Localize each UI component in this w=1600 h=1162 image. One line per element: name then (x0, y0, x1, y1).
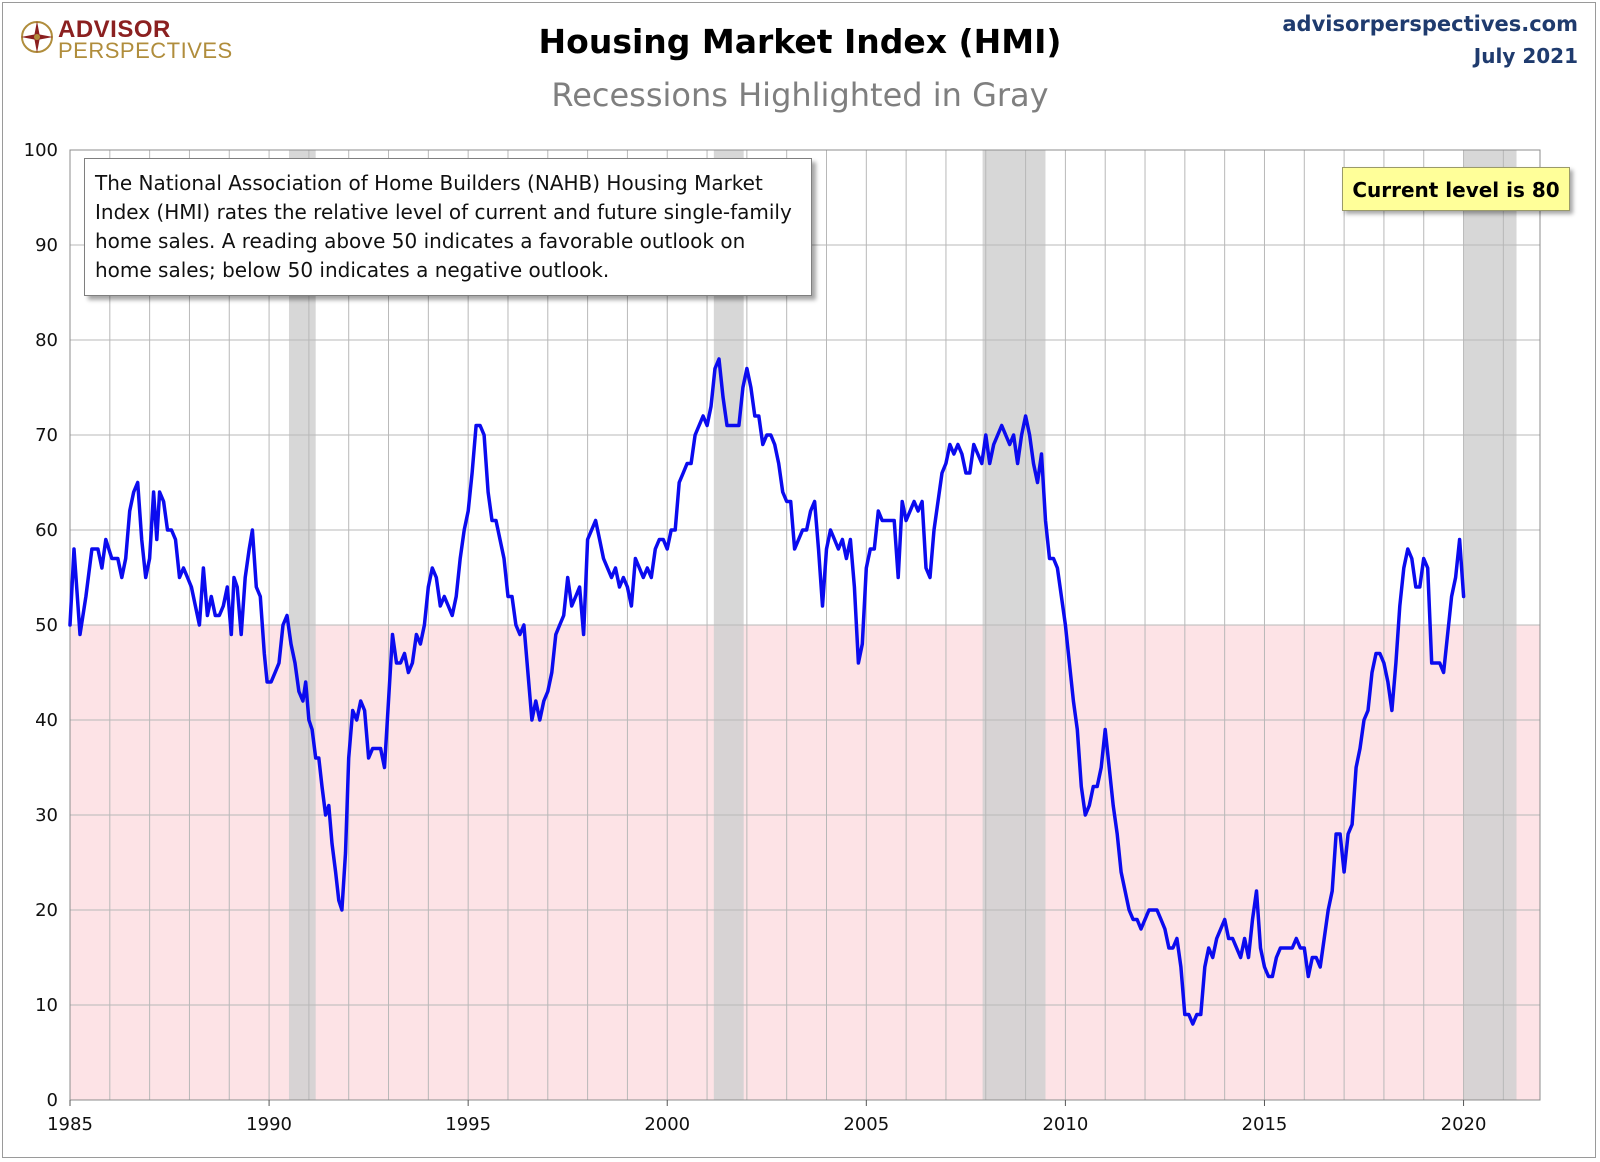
y-tick-label: 90 (35, 235, 58, 256)
x-tick-label: 1990 (246, 1114, 292, 1135)
logo-line2: PERSPECTIVES (58, 38, 233, 63)
compass-rose-icon (21, 21, 53, 53)
series-layer (68, 357, 1466, 1026)
advisor-perspectives-logo: ADVISOR PERSPECTIVES (20, 16, 250, 63)
description-note: The National Association of Home Builder… (84, 158, 812, 296)
y-tick-label: 40 (35, 710, 58, 731)
y-tick-label: 60 (35, 520, 58, 541)
y-tick-label: 50 (35, 615, 58, 636)
y-tick-label: 70 (35, 425, 58, 446)
series-line-hmi (68, 357, 1466, 1026)
y-tick-label: 30 (35, 805, 58, 826)
y-tick-label: 100 (24, 140, 58, 161)
x-tick-label: 1995 (445, 1114, 491, 1135)
logo-line1: ADVISOR (58, 16, 171, 43)
axis-layer: 0 10 20 30 40 50 60 70 80 90 100 1985 1990 1995 2000 20… (24, 140, 1487, 1135)
x-tick-label: 2010 (1042, 1114, 1088, 1135)
y-tick-label: 80 (35, 330, 58, 351)
x-tick-label: 2020 (1441, 1114, 1487, 1135)
y-tick-label: 10 (35, 995, 58, 1016)
site-url: advisorperspectives.com (1282, 12, 1578, 36)
y-tick-label: 20 (35, 900, 58, 921)
x-tick-label: 2015 (1242, 1114, 1288, 1135)
chart-title: Housing Market Index (HMI) (538, 22, 1062, 61)
publication-date: July 2021 (1473, 44, 1578, 68)
chart-subtitle: Recessions Highlighted in Gray (551, 76, 1049, 114)
y-tick-label: 0 (47, 1090, 58, 1111)
x-tick-label: 1985 (47, 1114, 93, 1135)
current-level-callout: Current level is 80 (1342, 167, 1570, 211)
x-tick-label: 2000 (644, 1114, 690, 1135)
x-tick-label: 2005 (843, 1114, 889, 1135)
